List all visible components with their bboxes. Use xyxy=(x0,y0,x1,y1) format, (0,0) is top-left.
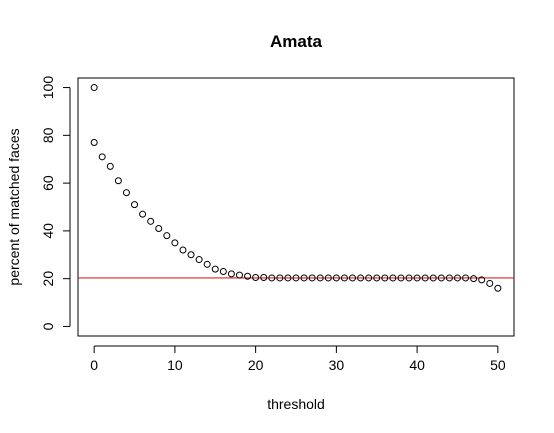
data-point xyxy=(445,274,453,282)
data-point xyxy=(381,274,389,282)
data-point xyxy=(316,274,324,282)
data-point xyxy=(324,274,332,282)
x-axis-label: threshold xyxy=(267,396,325,412)
data-point xyxy=(357,274,365,282)
x-tick-label: 10 xyxy=(167,357,183,373)
data-point xyxy=(114,177,122,185)
x-tick-label: 30 xyxy=(329,357,345,373)
data-point xyxy=(470,275,478,283)
y-tick-label: 100 xyxy=(40,76,56,100)
data-point xyxy=(453,274,461,282)
data-point xyxy=(389,274,397,282)
data-point xyxy=(155,225,163,232)
data-point xyxy=(187,251,195,259)
data-point xyxy=(122,189,130,197)
data-point xyxy=(106,162,114,170)
data-point xyxy=(397,274,405,282)
data-point xyxy=(244,272,252,280)
data-point xyxy=(308,274,316,282)
data-point xyxy=(486,279,494,287)
data-point xyxy=(90,84,98,92)
data-point xyxy=(131,201,139,209)
data-point xyxy=(421,274,429,282)
data-point xyxy=(171,239,179,247)
y-tick-label: 40 xyxy=(40,223,56,239)
y-axis: 0 20 40 60 80 100 xyxy=(40,76,71,330)
data-point xyxy=(268,274,276,282)
data-point xyxy=(260,273,268,281)
data-point xyxy=(340,274,348,282)
data-point xyxy=(219,268,227,275)
data-point xyxy=(365,274,373,282)
y-tick-label: 20 xyxy=(40,271,56,287)
data-point xyxy=(203,260,211,268)
data-point xyxy=(227,270,235,278)
data-point xyxy=(195,256,203,264)
x-tick-label: 20 xyxy=(248,357,264,373)
data-point xyxy=(494,284,502,292)
data-point xyxy=(429,274,437,282)
data-point xyxy=(300,274,308,282)
data-point xyxy=(90,139,98,146)
data-point xyxy=(179,246,187,254)
x-tick-label: 40 xyxy=(409,357,425,373)
x-tick-label: 0 xyxy=(90,357,98,373)
data-point xyxy=(292,274,300,282)
data-points xyxy=(90,84,502,292)
y-tick-label: 0 xyxy=(40,322,56,330)
x-axis: 0 10 20 30 40 50 xyxy=(90,345,506,373)
y-axis-label: percent of matched faces xyxy=(6,128,22,285)
data-point xyxy=(98,153,106,161)
data-point xyxy=(284,274,292,282)
data-point xyxy=(332,274,340,282)
data-point xyxy=(413,274,421,282)
y-tick-label: 60 xyxy=(40,175,56,191)
plot-frame xyxy=(77,77,515,337)
data-point xyxy=(139,210,147,218)
data-point xyxy=(147,217,155,225)
data-point xyxy=(276,274,284,282)
data-point xyxy=(437,274,445,282)
data-point xyxy=(373,274,381,282)
data-point xyxy=(211,265,219,273)
data-point xyxy=(235,271,243,279)
data-point xyxy=(163,232,171,240)
data-point xyxy=(462,274,470,282)
chart-title: Amata xyxy=(270,32,323,51)
x-tick-label: 50 xyxy=(490,357,506,373)
y-tick-label: 80 xyxy=(40,127,56,143)
data-point xyxy=(252,273,260,281)
data-point xyxy=(478,276,486,284)
data-point xyxy=(405,274,413,282)
data-point xyxy=(349,274,357,282)
